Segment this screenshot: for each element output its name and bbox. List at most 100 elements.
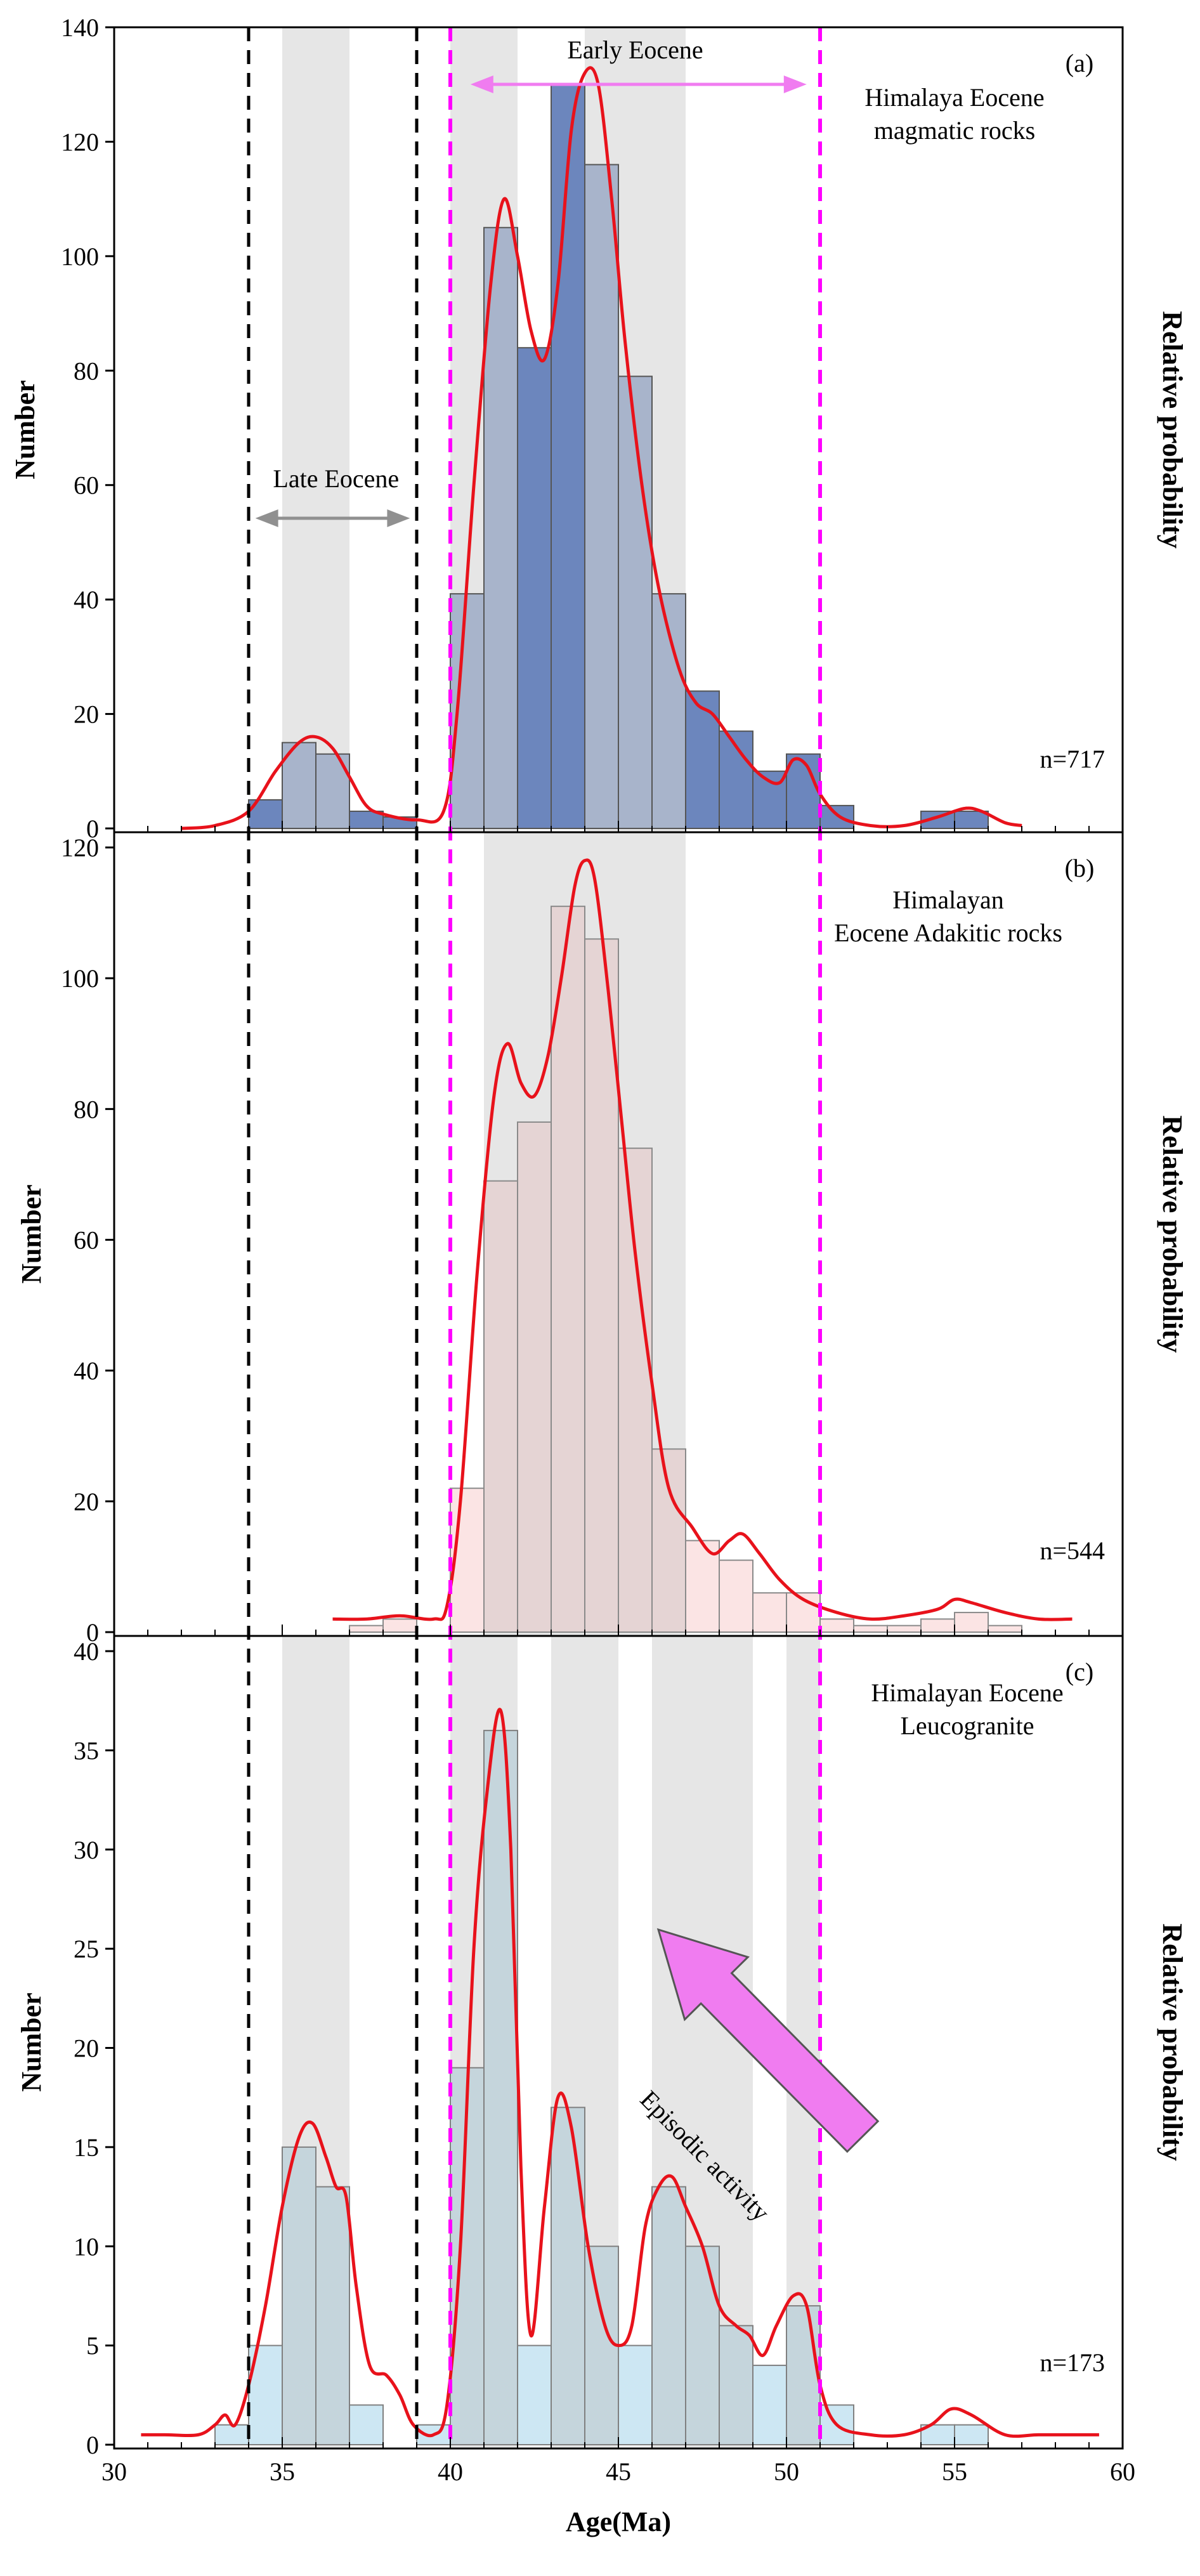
panel-c-bar-36: [315, 2186, 350, 2446]
panel-a-ytick-label-80: 80: [74, 356, 99, 385]
late-eocene-arrow-head-left: [255, 509, 278, 527]
panel-b-bar-51: [819, 1618, 854, 1633]
panel-c-bar-46: [651, 2186, 686, 2446]
xtick-label-50: 50: [774, 2457, 799, 2486]
panel-b-ytick-label-120: 120: [61, 834, 99, 862]
panel-b-ytick-label-100: 100: [61, 964, 99, 993]
panel-b-bar-42: [517, 1121, 552, 1633]
panel-a-bar-42: [517, 347, 552, 829]
panel-c-ylabel-right: Relative probability: [1157, 1923, 1188, 2161]
panel-b-bar-37: [349, 1625, 384, 1633]
panel-c-ytick-label-0: 0: [86, 2431, 99, 2459]
panel-a-bar-40: [450, 593, 485, 829]
panel-a-probability-curve: [181, 66, 1022, 830]
panel-b-bar-54: [920, 1618, 955, 1633]
panel-b-ytick-label-80: 80: [74, 1095, 99, 1123]
xtick-label-60: 60: [1110, 2457, 1135, 2486]
panel-b-bar-44: [584, 938, 619, 1633]
early-eocene-arrow-head-right: [783, 75, 807, 93]
xtick-label-45: 45: [606, 2457, 631, 2486]
panel-b-bar-38: [382, 1618, 417, 1633]
panel-b-ytick-label-20: 20: [74, 1487, 99, 1516]
early-eocene-arrow-head-left: [470, 75, 493, 93]
panel-c-bar-33: [214, 2424, 249, 2446]
panel-c-bar-48: [719, 2325, 753, 2446]
panel-b-label: (b): [1065, 854, 1095, 882]
panel-a-bar-55: [954, 810, 989, 829]
panel-c-bar-50: [786, 2305, 821, 2445]
panel-b-bar-53: [887, 1625, 922, 1633]
panel-b-ylabel: Number: [16, 1184, 47, 1283]
x-axis-title: Age(Ma): [566, 2506, 671, 2537]
panel-a-bar-50: [786, 753, 821, 830]
panel-a-ylabel-right: Relative probability: [1157, 311, 1188, 548]
panel-c-title-line-1: Leucogranite: [901, 1711, 1034, 1740]
panel-b-bar-46: [651, 1448, 686, 1633]
panel-c-bar-44: [584, 2246, 619, 2445]
panel-b-bar-41: [483, 1180, 518, 1633]
late-eocene-label: Late Eocene: [273, 464, 399, 493]
panel-b-bar-49: [752, 1592, 787, 1633]
panel-b-bar-52: [853, 1625, 888, 1633]
panel-b-bar-55: [954, 1612, 989, 1633]
panel-c-ytick-label-15: 15: [74, 2133, 99, 2162]
panel-c-label: (c): [1066, 1657, 1093, 1686]
panel-c-n-label: n=173: [1040, 2348, 1105, 2377]
panel-c-bar-47: [685, 2246, 720, 2445]
panel-b-n-label: n=544: [1040, 1536, 1105, 1565]
panel-a-bar-51: [819, 804, 854, 830]
xtick-label-35: 35: [270, 2457, 295, 2486]
panel-c-bar-43: [551, 2107, 585, 2445]
panel-a-title-line-0: Himalaya Eocene: [864, 83, 1044, 112]
panel-c-ytick-label-35: 35: [74, 1736, 99, 1765]
panel-c-ytick-label-10: 10: [74, 2232, 99, 2261]
panel-a-bar-44: [584, 164, 619, 829]
curve-layer: [141, 66, 1099, 2438]
panel-c-bar-42: [517, 2344, 552, 2445]
bar-layer: [214, 84, 1022, 2446]
panel-c-ytick-label-30: 30: [74, 1836, 99, 1864]
panel-b-title-line-0: Himalayan: [892, 886, 1004, 914]
panel-c-ytick-label-5: 5: [86, 2332, 99, 2360]
panel-c-bar-55: [954, 2424, 989, 2446]
panel-a-n-label: n=717: [1040, 745, 1105, 773]
panel-b-ytick-label-0: 0: [86, 1618, 99, 1647]
panel-c-bar-35: [282, 2146, 316, 2445]
panel-c-ytick-label-25: 25: [74, 1935, 99, 1963]
panel-a-ytick-label-120: 120: [61, 127, 99, 156]
panel-b-probability-curve: [332, 858, 1073, 1621]
panel-a-bar-43: [551, 84, 585, 830]
panel-a-ytick-label-100: 100: [61, 242, 99, 271]
xtick-label-30: 30: [101, 2457, 127, 2486]
reference-line-layer: [247, 27, 822, 2449]
tick-layer: [105, 26, 1123, 2449]
panel-b-ytick-label-40: 40: [74, 1357, 99, 1385]
panel-c-ylabel: Number: [16, 1992, 47, 2091]
panel-c-ytick-label-20: 20: [74, 2034, 99, 2063]
panel-a-ytick-label-60: 60: [74, 471, 99, 500]
xtick-label-40: 40: [438, 2457, 463, 2486]
panel-b-ylabel-right: Relative probability: [1157, 1115, 1188, 1352]
panel-b-bar-43: [551, 905, 585, 1633]
late-eocene-arrow-head-right: [387, 509, 410, 527]
panel-a-bar-45: [618, 376, 653, 829]
panel-a-band-0: [282, 27, 349, 832]
panel-b-ytick-label-60: 60: [74, 1226, 99, 1255]
panel-c-probability-curve: [141, 1708, 1099, 2438]
xtick-label-55: 55: [942, 2457, 967, 2486]
panel-a-ytick-label-0: 0: [86, 814, 99, 843]
panel-c-bar-37: [349, 2404, 384, 2445]
panel-a-ylabel: Number: [10, 380, 41, 479]
panel-c-bar-45: [618, 2344, 653, 2445]
panel-a-bar-47: [685, 690, 720, 829]
panel-b-title-line-1: Eocene Adakitic rocks: [834, 919, 1062, 947]
panel-c-ytick-label-40: 40: [74, 1637, 99, 1666]
panel-a-ytick-label-20: 20: [74, 700, 99, 729]
panel-b-bar-48: [719, 1559, 753, 1633]
panel-a-ytick-label-40: 40: [74, 585, 99, 614]
panel-c-bar-49: [752, 2364, 787, 2445]
panel-c-title-line-0: Himalayan Eocene: [871, 1678, 1063, 1707]
panel-a-title-line-1: magmatic rocks: [874, 116, 1035, 145]
